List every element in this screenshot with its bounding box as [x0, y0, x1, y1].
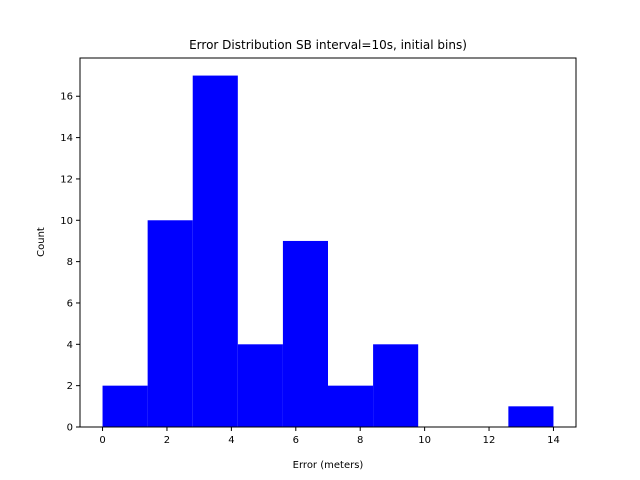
- histogram-bar: [147, 220, 193, 427]
- x-tick-label: 14: [547, 435, 560, 446]
- y-tick-label: 6: [67, 298, 73, 309]
- x-tick-label: 6: [293, 435, 299, 446]
- histogram-bar: [282, 240, 328, 427]
- x-tick-label: 8: [357, 435, 363, 446]
- y-tick-label: 16: [60, 92, 73, 103]
- plot-frame: [79, 57, 577, 428]
- bars-group: [102, 75, 554, 428]
- x-tick-label: 4: [228, 435, 234, 446]
- y-tick-label: 0: [67, 423, 73, 434]
- x-tick-label: 2: [164, 435, 170, 446]
- y-tick-label: 10: [60, 216, 73, 227]
- y-tick-label: 14: [60, 133, 73, 144]
- y-tick-label: 4: [67, 340, 73, 351]
- y-tick-label: 12: [60, 174, 73, 185]
- x-tick-label: 10: [418, 435, 431, 446]
- x-tick-label: 0: [99, 435, 105, 446]
- y-axis-title: Count: [36, 227, 47, 257]
- histogram-bar: [508, 406, 554, 427]
- y-tick-label: 2: [67, 381, 73, 392]
- y-tick-label: 8: [67, 257, 73, 268]
- histogram-bar: [102, 385, 148, 427]
- histogram-bar: [373, 344, 419, 427]
- histogram-bar: [328, 385, 374, 427]
- histogram-bar: [237, 344, 283, 427]
- x-tick-label: 12: [483, 435, 496, 446]
- x-axis-ticks: 0 2 4 6 8 10 12 14: [99, 427, 560, 446]
- histogram-bar: [192, 75, 238, 428]
- y-axis-ticks: 0 2 4 6 8 10 12 14 16: [60, 92, 80, 434]
- x-axis-title: Error (meters): [293, 460, 364, 471]
- chart-title: Error Distribution SB interval=10s, init…: [189, 38, 467, 52]
